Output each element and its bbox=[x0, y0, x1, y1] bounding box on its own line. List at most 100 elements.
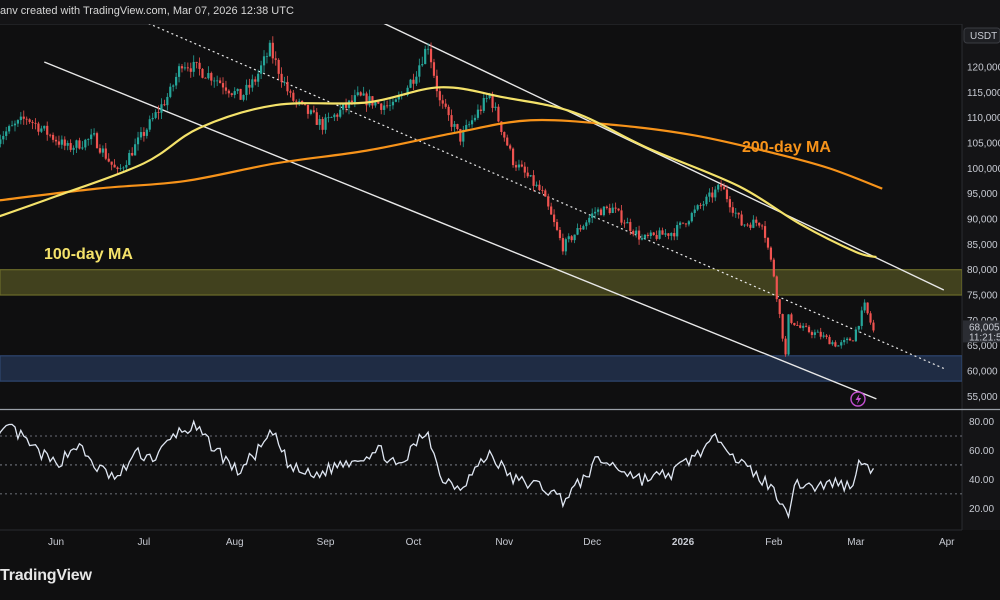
candle-body bbox=[796, 325, 799, 326]
candle-body bbox=[725, 189, 729, 200]
candle-body bbox=[869, 313, 872, 323]
candle-body bbox=[582, 226, 585, 230]
candle-body bbox=[160, 104, 163, 113]
candle-body bbox=[673, 233, 676, 237]
candle-body bbox=[746, 224, 749, 226]
price-tick-label: 100,000 bbox=[967, 164, 1000, 175]
candle-body bbox=[230, 93, 233, 95]
candle-body bbox=[643, 234, 647, 239]
candle-body bbox=[573, 234, 576, 241]
candle-body bbox=[749, 224, 752, 228]
candle-body bbox=[113, 164, 116, 168]
candle-body bbox=[629, 222, 632, 231]
time-axis-panel[interactable] bbox=[0, 530, 1000, 550]
candle-body bbox=[576, 228, 579, 235]
candle-body bbox=[333, 114, 336, 118]
candle-body bbox=[359, 92, 362, 96]
candle-body bbox=[453, 124, 456, 127]
time-tick-label: Feb bbox=[765, 537, 783, 548]
candle-body bbox=[555, 222, 559, 230]
candle-body bbox=[324, 117, 327, 130]
candle-body bbox=[635, 230, 638, 235]
candle-body bbox=[778, 299, 781, 315]
candle-body bbox=[0, 139, 2, 144]
candle-body bbox=[535, 184, 538, 186]
candle-body bbox=[840, 342, 843, 346]
resistance-zone bbox=[0, 269, 962, 296]
candle-body bbox=[289, 91, 292, 93]
candle-body bbox=[406, 87, 409, 96]
candle-body bbox=[54, 139, 58, 142]
candle-body bbox=[175, 76, 178, 86]
candle-body bbox=[720, 184, 723, 187]
candle-body bbox=[828, 336, 831, 345]
price-tick-label: 110,000 bbox=[967, 113, 1000, 124]
candle-body bbox=[810, 332, 814, 335]
candle-body bbox=[412, 79, 415, 84]
price-axis-panel[interactable] bbox=[962, 24, 1000, 530]
candle-body bbox=[204, 77, 207, 79]
candle-body bbox=[456, 124, 459, 129]
candle-body bbox=[866, 302, 869, 314]
candle-body bbox=[40, 128, 43, 132]
candle-body bbox=[541, 190, 544, 191]
candle-body bbox=[418, 65, 421, 77]
candle-body bbox=[110, 161, 113, 165]
candle-body bbox=[242, 95, 245, 100]
candle-body bbox=[851, 340, 855, 342]
price-tick-label: 75,000 bbox=[967, 291, 998, 302]
candle-body bbox=[611, 207, 614, 213]
candle-body bbox=[13, 123, 17, 126]
candle-body bbox=[353, 95, 356, 103]
candle-body bbox=[429, 48, 433, 63]
candle-body bbox=[245, 84, 248, 96]
candle-body bbox=[43, 125, 46, 129]
candle-body bbox=[2, 135, 5, 140]
candle-body bbox=[22, 116, 25, 119]
time-tick-label: Sep bbox=[317, 537, 335, 548]
candle-body bbox=[227, 90, 230, 94]
candle-body bbox=[213, 80, 216, 82]
candle-body bbox=[136, 137, 140, 145]
currency-badge[interactable]: USDT bbox=[963, 27, 1000, 44]
price-tick-label: 60,000 bbox=[967, 367, 998, 378]
candle-body bbox=[708, 192, 711, 197]
candle-body bbox=[330, 117, 333, 118]
candle-body bbox=[479, 109, 482, 111]
lightning-icon[interactable] bbox=[850, 391, 866, 407]
candle-body bbox=[180, 66, 184, 69]
candle-body bbox=[825, 335, 828, 337]
candle-body bbox=[517, 164, 521, 168]
candle-body bbox=[189, 68, 192, 72]
candle-body bbox=[846, 338, 849, 341]
candle-body bbox=[731, 207, 734, 213]
candle-body bbox=[119, 168, 122, 170]
candle-body bbox=[655, 234, 658, 239]
candle-body bbox=[503, 132, 506, 138]
candle-body bbox=[69, 143, 72, 150]
candle-body bbox=[427, 48, 430, 50]
candle-body bbox=[637, 230, 641, 240]
candle-body bbox=[298, 101, 301, 102]
candle-body bbox=[101, 148, 104, 153]
candle-body bbox=[523, 166, 526, 173]
candle-body bbox=[667, 233, 670, 236]
candle-body bbox=[125, 165, 128, 168]
candle-body bbox=[670, 233, 673, 236]
candle-body bbox=[385, 105, 389, 107]
candle-body bbox=[336, 114, 339, 117]
candle-body bbox=[822, 335, 825, 337]
candle-body bbox=[711, 192, 714, 198]
candle-body bbox=[239, 88, 242, 100]
candle-body bbox=[772, 259, 775, 277]
candle-body bbox=[602, 206, 606, 216]
candle-body bbox=[661, 230, 664, 235]
candle-body bbox=[169, 86, 172, 97]
candle-body bbox=[570, 236, 573, 241]
candle-body bbox=[658, 230, 661, 239]
candle-body bbox=[462, 129, 465, 142]
candle-body bbox=[388, 105, 392, 107]
candle-body bbox=[500, 121, 503, 133]
candle-body bbox=[5, 131, 8, 136]
